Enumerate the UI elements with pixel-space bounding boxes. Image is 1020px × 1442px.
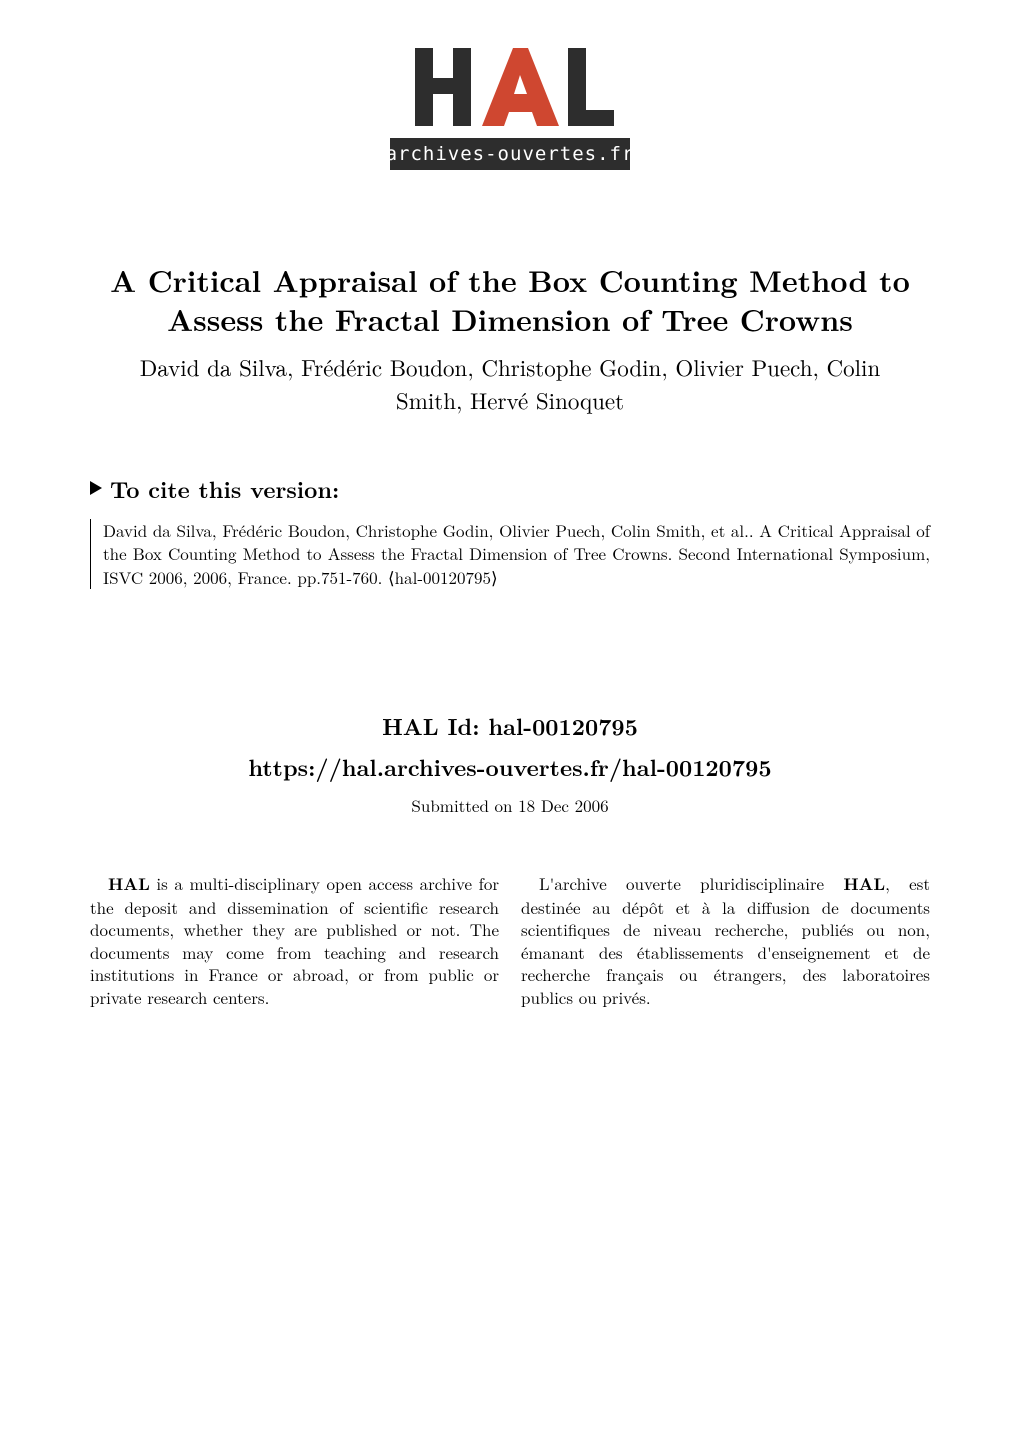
cite-header-text: To cite this version: [110, 472, 339, 505]
title-line2: Assess the Fractal Dimension of Tree Cro… [167, 297, 853, 340]
authors-line2: Smith, Hervé Sinoquet [396, 383, 624, 416]
hal-bold-en: HAL [108, 872, 150, 896]
cite-header: To cite this version: [90, 472, 930, 505]
description-columns: HAL is a multi-disciplinary open access … [90, 872, 930, 1008]
cite-section: To cite this version: David da Silva, Fr… [90, 472, 930, 589]
triangle-right-icon [90, 481, 102, 495]
description-english: HAL is a multi-disciplinary open access … [90, 872, 499, 1008]
hal-bold-fr: HAL [843, 872, 885, 896]
desc-fr-prefix: L'archive ouverte pluridisciplinaire [539, 871, 843, 895]
submitted-date: Submitted on 18 Dec 2006 [90, 793, 930, 817]
hal-logo: archives-ouvertes.fr [90, 40, 930, 180]
description-french: L'archive ouverte pluridisciplinaire HAL… [521, 872, 930, 1008]
hal-logo-svg: archives-ouvertes.fr [390, 40, 630, 175]
hal-id-label: HAL Id: hal-00120795 [90, 709, 930, 742]
paper-title: A Critical Appraisal of the Box Counting… [90, 260, 930, 338]
svg-text:archives-ouvertes.fr: archives-ouvertes.fr [390, 143, 630, 165]
citation-text: David da Silva, Frédéric Boudon, Christo… [90, 519, 930, 589]
title-line1: A Critical Appraisal of the Box Counting… [110, 258, 910, 301]
hal-url[interactable]: https://hal.archives-ouvertes.fr/hal-001… [90, 750, 930, 783]
authors: David da Silva, Frédéric Boudon, Christo… [90, 350, 930, 417]
authors-line1: David da Silva, Frédéric Boudon, Christo… [140, 350, 881, 383]
desc-en-text: is a multi-disciplinary open access arch… [90, 871, 499, 1008]
